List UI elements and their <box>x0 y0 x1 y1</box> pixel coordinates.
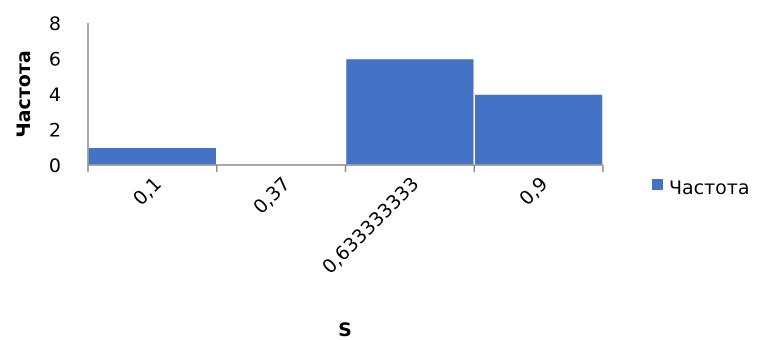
y-ticks-layer: 0 2 4 6 8 <box>49 13 61 177</box>
y-tick-label: 6 <box>49 49 61 71</box>
x-tick-label: 0,633333333 <box>318 173 423 278</box>
y-tick-label: 2 <box>49 120 61 142</box>
legend-swatch <box>652 179 663 190</box>
legend-label: Частота <box>669 177 750 199</box>
y-tick-label: 8 <box>49 13 61 35</box>
bars-layer <box>87 57 604 166</box>
bar <box>344 57 475 166</box>
y-tick-label: 4 <box>49 84 61 106</box>
x-tick-label: 0,37 <box>249 173 294 218</box>
y-axis-title: Частота <box>13 50 35 137</box>
x-ticks-layer: 0,1 0,37 0,633333333 0,9 <box>87 165 604 278</box>
x-tick-label: 0,1 <box>129 173 166 210</box>
y-tick-label: 0 <box>49 155 61 177</box>
bar <box>87 146 218 166</box>
x-axis-title: S <box>338 319 352 340</box>
legend: Частота <box>652 177 750 199</box>
x-tick-label: 0,9 <box>515 173 552 210</box>
bar <box>473 93 604 166</box>
